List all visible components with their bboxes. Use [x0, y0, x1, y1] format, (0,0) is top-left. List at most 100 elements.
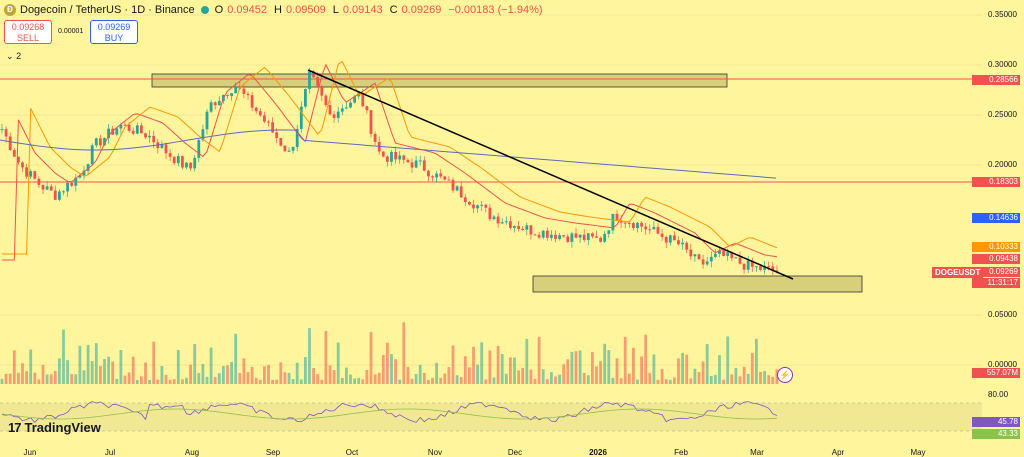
candle-body	[123, 124, 127, 126]
volume-bar	[427, 379, 430, 384]
volume-bar	[205, 376, 209, 384]
volume-bar	[213, 377, 217, 384]
symbol-title[interactable]: Dogecoin / TetherUS · 1D · Binance	[20, 4, 195, 16]
candle-body	[431, 176, 434, 178]
candle-body	[689, 249, 693, 257]
support-zone	[532, 275, 863, 293]
indicators-toggle[interactable]: ⌄ 2	[6, 51, 21, 62]
candle-body	[693, 254, 697, 257]
volume-bar	[693, 368, 697, 384]
candle-body	[398, 155, 402, 160]
candle-body	[33, 171, 37, 179]
volume-bar	[283, 372, 287, 384]
candle-body	[29, 171, 33, 177]
volume-bar	[496, 345, 500, 384]
candle-body	[566, 236, 570, 242]
countdown-tag: 11:31:17	[972, 278, 1020, 288]
rsi-line	[1, 401, 778, 423]
volume-bar	[574, 351, 578, 384]
volume-bar	[500, 354, 504, 384]
volume-bar	[53, 371, 57, 384]
candle-body	[4, 129, 8, 137]
price-axis-label: 0.20000	[988, 160, 1017, 169]
volume-bar	[94, 343, 98, 384]
candle-body	[574, 233, 578, 238]
volume-bar	[644, 334, 648, 384]
candle-body	[86, 164, 90, 171]
price-axis-label: 0.00000	[988, 360, 1017, 369]
chart-header: Ð Dogecoin / TetherUS · 1D · Binance O 0.…	[4, 2, 546, 18]
sell-button[interactable]: 0.09268 SELL	[4, 20, 52, 44]
candle-body	[668, 235, 672, 243]
volume-bar	[607, 350, 611, 384]
high-value: 0.09509	[285, 4, 326, 16]
volume-bar	[263, 366, 266, 384]
volume-bar	[185, 377, 188, 384]
volume-bar	[246, 371, 250, 384]
volume-bar	[66, 360, 69, 384]
close-label: C	[389, 4, 398, 16]
volume-bar	[422, 372, 426, 384]
candle-body	[324, 95, 328, 106]
ma-fast-line	[2, 63, 777, 261]
candle-body	[746, 260, 750, 270]
volume-bar	[49, 374, 53, 384]
volume-bar	[714, 374, 717, 384]
volume-tag: 557.07M	[972, 368, 1020, 378]
volume-bar	[451, 345, 455, 384]
volume-bar	[738, 376, 742, 384]
buy-button[interactable]: 0.09269 BUY	[90, 20, 138, 44]
volume-bar	[271, 379, 274, 384]
volume-bar	[656, 379, 660, 384]
volume-bar	[488, 350, 492, 384]
volume-bar	[291, 379, 295, 384]
candle-body	[45, 186, 49, 190]
candle-body	[459, 186, 463, 198]
volume-bar	[340, 377, 344, 384]
candle-body	[21, 162, 24, 168]
tradingview-logo[interactable]: 17 TradingView	[8, 420, 101, 435]
candle-body	[250, 95, 254, 108]
candle-body	[189, 162, 192, 169]
volume-bar	[373, 374, 377, 384]
volume-bar	[472, 346, 475, 384]
volume-bar	[12, 350, 16, 384]
market-status-icon[interactable]	[200, 6, 209, 14]
time-axis-label: Aug	[184, 448, 200, 457]
volume-bar	[697, 372, 701, 384]
volume-bar	[324, 331, 328, 384]
volume-bar	[492, 377, 496, 384]
volume-bar	[29, 349, 33, 384]
candle-body	[476, 205, 479, 209]
candle-body	[664, 236, 668, 243]
candle-body	[119, 124, 123, 129]
candle-body	[66, 182, 69, 192]
indicators-count: 2	[16, 51, 22, 61]
volume-bar	[480, 342, 484, 384]
volume-bar	[418, 364, 422, 384]
volume-bar	[767, 375, 771, 384]
volume-bar	[58, 358, 61, 384]
volume-bar	[328, 365, 332, 384]
volume-bar	[258, 379, 262, 384]
resistance-1-tag: 0.28566	[972, 75, 1020, 85]
lightning-icon[interactable]: ⚡	[777, 367, 793, 383]
ma-mid-tag: 0.09438	[972, 254, 1020, 264]
candle-body	[201, 129, 205, 141]
volume-bar	[402, 322, 406, 384]
volume-bar	[254, 377, 258, 384]
candle-body	[562, 235, 566, 237]
volume-bar	[582, 373, 586, 384]
candle-body	[287, 150, 291, 152]
candle-body	[345, 107, 348, 109]
candle-body	[234, 86, 238, 94]
candle-body	[168, 153, 172, 157]
candle-body	[660, 233, 664, 237]
candle-body	[541, 230, 545, 238]
volume-bar	[4, 373, 8, 384]
volume-bar	[459, 377, 463, 384]
dogecoin-logo-icon: Ð	[4, 4, 16, 16]
candle-body	[197, 140, 201, 158]
